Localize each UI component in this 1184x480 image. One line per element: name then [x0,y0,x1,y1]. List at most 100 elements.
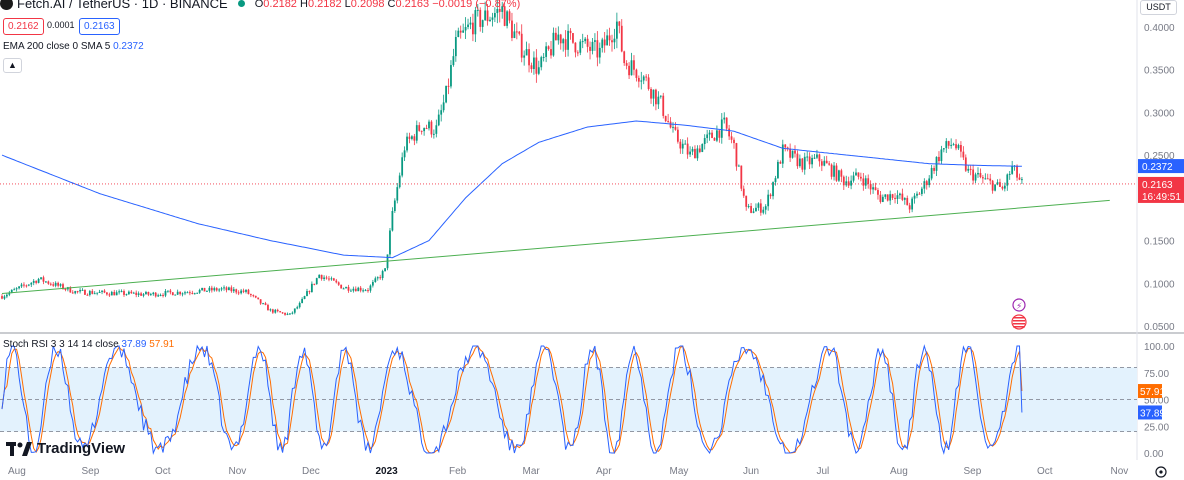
candle-body [662,95,665,116]
candle-body [145,291,147,295]
candle-body [652,89,655,99]
time-tick-label: Jul [817,466,830,477]
candle-body [459,30,462,33]
price-tick-label: 0.4000 [1144,23,1175,34]
candle-body [730,136,733,140]
candle-body [193,293,196,295]
candle-body [635,69,638,78]
candle-body [650,88,652,99]
flag-stripe [1013,326,1025,328]
candle-body [598,47,601,58]
candle-body [706,134,709,139]
candle-body [30,282,33,285]
candle-body [767,194,770,207]
candle-body [803,156,806,170]
candle-body [435,125,438,134]
brand-name: TradingView [37,440,126,457]
candle-body [10,289,13,293]
candle-body [525,49,528,56]
ema-legend[interactable]: EMA 200 close 0 SMA 5 0.2372 [3,41,144,52]
candle-body [181,293,184,295]
candle-body [249,294,252,296]
candle-body [625,63,628,66]
candle-body [188,292,191,294]
candle-body [994,184,996,191]
candle-body [310,283,313,293]
candle-body [376,277,379,279]
candle-body [513,31,516,38]
candle-body [545,46,548,57]
candle-body [476,9,479,11]
candle-body [13,289,16,291]
candle-body [398,175,401,188]
candle-body [103,290,106,293]
candle-body [196,292,199,294]
candle-body [54,282,57,286]
candle-body [62,284,64,289]
candle-body [254,295,257,298]
candle-body [833,165,835,177]
candle-body [542,56,545,58]
candle-body [533,57,535,70]
candle-body [179,291,182,295]
chevron-up-icon[interactable]: ▲ [3,58,22,73]
candle-body [93,293,96,295]
candle-body [450,65,452,87]
candle-body [127,291,130,295]
candle-body [964,157,967,171]
candle-body [303,296,306,299]
symbol-logo-icon[interactable] [0,0,13,10]
candle-body [972,169,975,181]
stoch-legend[interactable]: Stoch RSI 3 3 14 14 close 37.89 57.91 [3,339,175,350]
candle-body [440,110,443,115]
candle-body [601,39,604,48]
candle-body [27,284,30,286]
symbol-title[interactable]: Fetch.AI / TetherUS · 1D · BINANCE [17,0,228,11]
candle-body [1006,174,1009,186]
sell-price-button[interactable]: 0.2162 [3,18,44,35]
stoch-tick-label: 50.00 [1144,396,1169,407]
candle-body [149,294,152,296]
candle-body [681,143,684,149]
candle-body [171,292,174,296]
candle-body [393,200,396,212]
candle-body [379,277,382,279]
candle-body [620,25,623,52]
candle-body [589,46,591,51]
candle-body [269,309,272,311]
candle-body [606,35,609,46]
candle-body [938,156,940,162]
currency-button[interactable]: USDT [1140,0,1177,15]
time-tick-label: May [670,466,689,477]
candle-body [725,117,728,129]
candle-body [664,115,667,122]
candle-body [842,176,845,186]
candle-body [847,181,850,186]
candle-body [874,187,877,191]
candle-body [240,290,243,294]
candle-body [3,296,6,299]
candle-body [408,136,411,139]
candle-body [967,168,970,171]
candle-body [781,144,784,164]
candle-body [720,119,723,138]
candle-body [764,206,767,210]
candle-body [984,178,987,180]
candle-body [42,277,45,282]
buy-price-button[interactable]: 0.2163 [79,18,120,35]
candle-body [447,85,450,87]
candle-body [828,163,831,165]
candle-body [301,298,304,304]
candle-body [515,31,518,33]
candle-body [830,164,833,177]
candle-body [567,30,569,50]
candle-body [210,287,213,291]
candle-body [315,278,318,285]
candle-body [467,24,469,28]
candle-body [825,160,828,164]
candle-body [225,287,228,291]
candle-body [159,294,162,296]
candle-body [237,292,240,294]
candle-body [608,35,611,41]
